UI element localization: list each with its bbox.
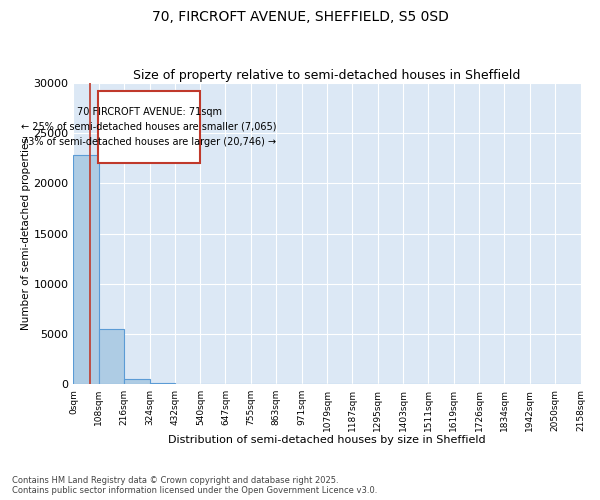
Title: Size of property relative to semi-detached houses in Sheffield: Size of property relative to semi-detach…: [133, 69, 521, 82]
Text: 70 FIRCROFT AVENUE: 71sqm
← 25% of semi-detached houses are smaller (7,065)
73% : 70 FIRCROFT AVENUE: 71sqm ← 25% of semi-…: [21, 107, 277, 146]
Y-axis label: Number of semi-detached properties: Number of semi-detached properties: [21, 137, 31, 330]
Bar: [99, 328, 124, 384]
X-axis label: Distribution of semi-detached houses by size in Sheffield: Distribution of semi-detached houses by …: [168, 435, 486, 445]
Bar: [73, 156, 99, 384]
Text: 70, FIRCROFT AVENUE, SHEFFIELD, S5 0SD: 70, FIRCROFT AVENUE, SHEFFIELD, S5 0SD: [152, 10, 448, 24]
Text: Contains HM Land Registry data © Crown copyright and database right 2025.
Contai: Contains HM Land Registry data © Crown c…: [12, 476, 377, 495]
Bar: [98, 90, 200, 163]
Bar: [124, 380, 149, 384]
